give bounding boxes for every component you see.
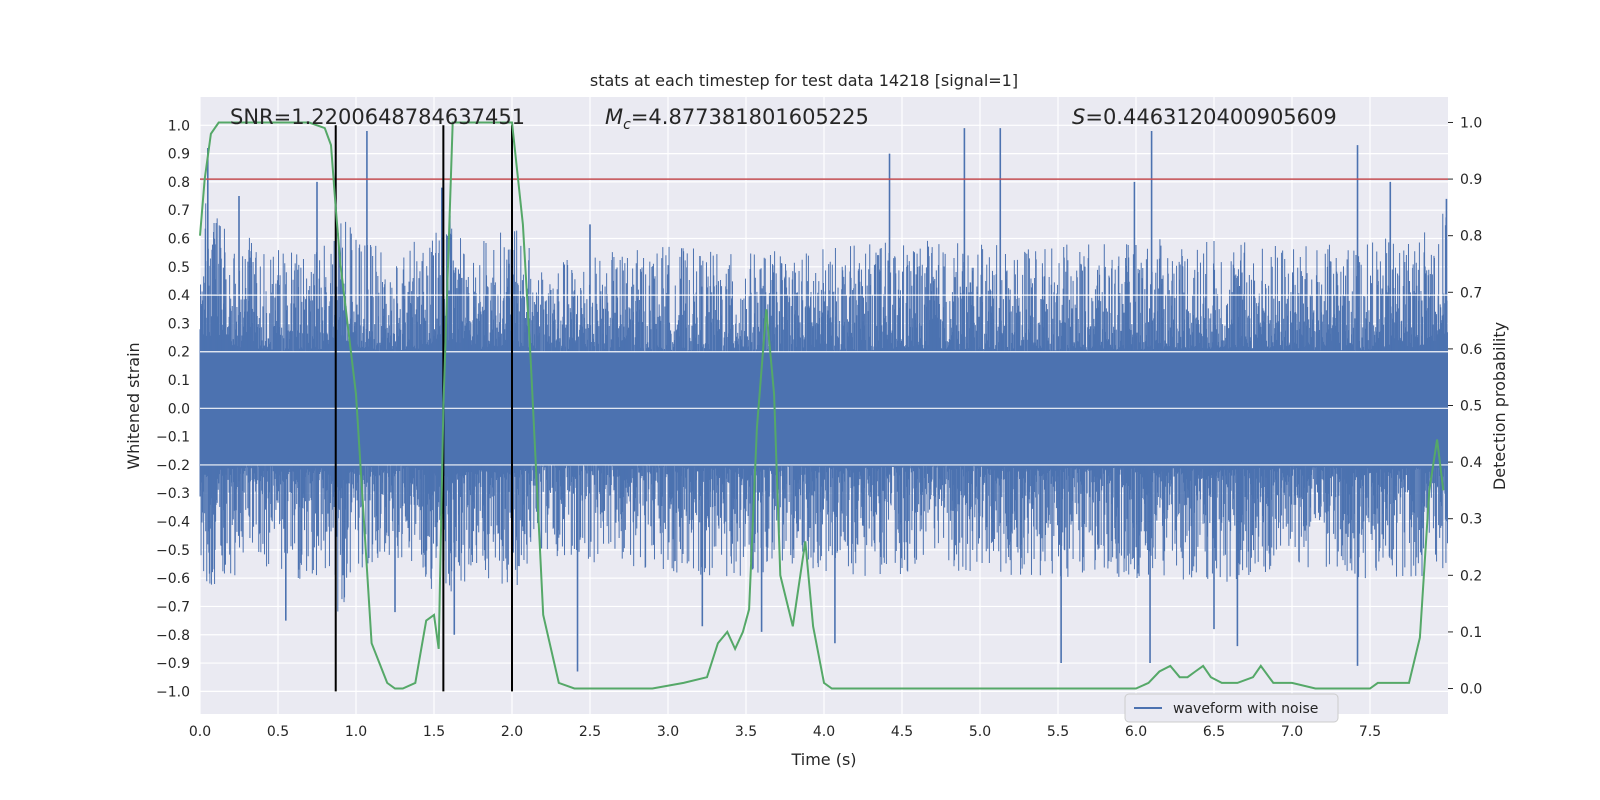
right-axis-ticks: 0.0 0.1 0.2 0.3 0.4 0.5 0.6 0.7 0.8 0.9 1.0 [1448, 115, 1482, 698]
y-tick-label: 0.6 [168, 232, 190, 248]
x-tick-label: 7.0 [1281, 724, 1303, 740]
y-tick-label: −0.9 [156, 656, 190, 672]
y-tick-label: 0.4 [168, 288, 190, 304]
x-tick-label: 5.5 [1047, 724, 1069, 740]
significance-value: =0.4463120400905609 [1085, 105, 1336, 129]
chart-title: stats at each timestep for test data 142… [590, 71, 1018, 90]
right-tick-label: 0.8 [1460, 229, 1482, 245]
y-tick-label: −0.5 [156, 543, 190, 559]
chirp-mass-annotation: Mc=4.877381801605225 [605, 105, 869, 133]
x-tick-label: 0.0 [189, 724, 211, 740]
y-tick-label: 0.0 [168, 401, 190, 417]
right-tick-label: 0.1 [1460, 625, 1482, 641]
right-tick-label: 0.9 [1460, 172, 1482, 188]
y-tick-label: −0.8 [156, 628, 190, 644]
probability-line [199, 121, 1445, 690]
right-tick-label: 0.0 [1460, 682, 1482, 698]
y-axis-label: Whitened strain [124, 342, 143, 469]
right-tick-label: 0.7 [1460, 285, 1482, 301]
x-tick-label: 0.5 [267, 724, 289, 740]
x-tick-label: 3.0 [657, 724, 679, 740]
y-tick-label: 0.5 [168, 260, 190, 276]
right-tick-label: 0.6 [1460, 342, 1482, 358]
legend-label-waveform: waveform with noise [1173, 701, 1318, 717]
right-tick-label: 0.5 [1460, 399, 1482, 415]
legend-box [1124, 693, 1339, 723]
right-tick-label: 0.3 [1460, 512, 1482, 528]
y-tick-label: 0.7 [168, 203, 190, 219]
plot-area [199, 97, 1448, 714]
y-tick-label: 0.9 [168, 147, 190, 163]
legend: waveform with noise [1124, 693, 1339, 723]
y-tick-label: 1.0 [168, 118, 190, 134]
y-tick-label: 0.8 [168, 175, 190, 191]
y-tick-label: 0.3 [168, 316, 190, 332]
x-axis-label: Time (s) [790, 750, 856, 769]
y-tick-label: 0.2 [168, 345, 190, 361]
x-tick-label: 5.0 [969, 724, 991, 740]
y-tick-label: −0.7 [156, 599, 190, 615]
significance-symbol: S [1072, 105, 1085, 129]
x-tick-label: 7.5 [1359, 724, 1381, 740]
chirp-mass-value: =4.877381801605225 [631, 105, 869, 129]
y-tick-label: −1.0 [156, 684, 190, 700]
y-tick-label: −0.6 [156, 571, 190, 587]
x-axis-ticks: 0.0 0.5 1.0 1.5 2.0 2.5 3.0 3.5 4.0 4.5 5.0 5.5 6.0 6… [189, 724, 1381, 740]
x-tick-label: 6.5 [1203, 724, 1225, 740]
waveform-series [199, 128, 1448, 672]
significance-annotation: S=0.4463120400905609 [1072, 105, 1337, 129]
x-tick-label: 1.5 [423, 724, 445, 740]
right-tick-label: 0.2 [1460, 568, 1482, 584]
chirp-mass-subscript: c [623, 117, 631, 133]
annotations: SNR=1.2200648784637451 Mc=4.877381801605… [230, 105, 1337, 133]
y-tick-label: −0.3 [156, 486, 190, 502]
right-tick-label: 1.0 [1460, 115, 1482, 131]
probability-series [199, 121, 1445, 690]
chirp-mass-symbol: M [605, 105, 623, 129]
y-axis-ticks: −1.0 −0.9 −0.8 −0.7 −0.6 −0.5 −0.4 −0.3 −0.2 −0.1… [156, 118, 190, 700]
x-tick-label: 3.5 [735, 724, 757, 740]
y-tick-label: 0.1 [168, 373, 190, 389]
y-tick-label: −0.1 [156, 430, 190, 446]
right-tick-label: 0.4 [1460, 455, 1482, 471]
y-tick-label: −0.2 [156, 458, 190, 474]
right-axis-label: Detection probability [1490, 322, 1509, 490]
x-tick-label: 2.0 [501, 724, 523, 740]
x-tick-label: 4.5 [891, 724, 913, 740]
x-tick-label: 4.0 [813, 724, 835, 740]
x-tick-label: 2.5 [579, 724, 601, 740]
x-tick-label: 6.0 [1125, 724, 1147, 740]
y-tick-label: −0.4 [156, 515, 190, 531]
snr-annotation: SNR=1.2200648784637451 [230, 105, 525, 129]
x-tick-label: 1.0 [345, 724, 367, 740]
